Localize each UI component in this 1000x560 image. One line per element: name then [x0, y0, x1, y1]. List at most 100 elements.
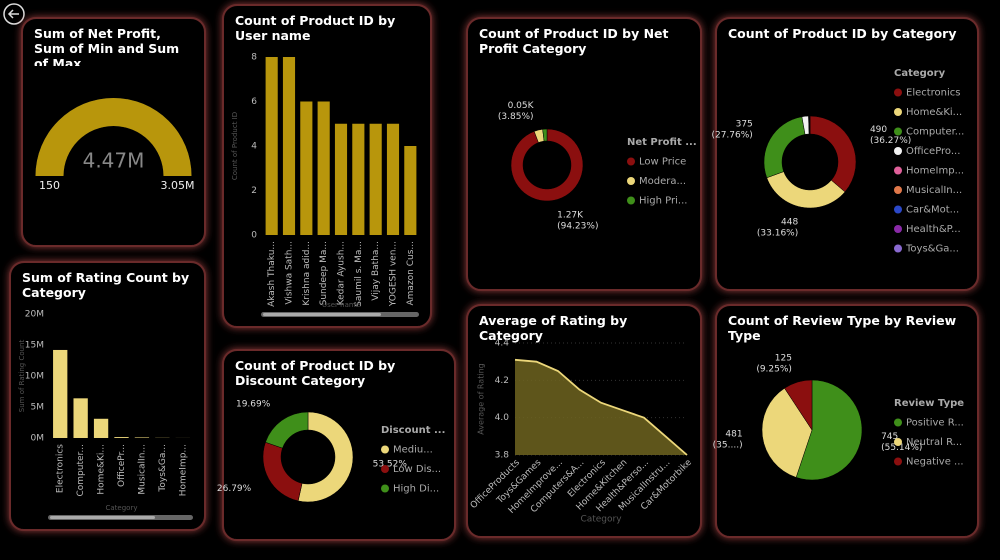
title-box: Count of Product ID by Discount Category	[235, 358, 396, 388]
bar	[352, 123, 365, 235]
x-axis-title: Category	[106, 504, 138, 512]
back-arrow[interactable]	[7, 9, 19, 19]
legend-label: Health&P...	[906, 224, 961, 235]
legend-label: Low Dis...	[393, 464, 441, 475]
gauge-label: 4.47M	[83, 149, 145, 173]
legend-label: High Pri...	[639, 196, 687, 207]
legend-label: High Di...	[393, 484, 439, 495]
scrollbar-thumb	[263, 313, 381, 316]
gauge-min: 150	[39, 179, 60, 192]
legend-title: Review Type	[894, 398, 964, 409]
legend-swatch	[627, 196, 635, 205]
legend-swatch	[381, 484, 389, 493]
x-tick-label: Vijay Batha...	[371, 241, 381, 301]
y-tick-label: 10M	[25, 372, 44, 382]
data-label: 53.52%	[373, 460, 408, 470]
x-tick-label: Electronics	[56, 444, 66, 493]
percent-label: (55.14%)	[881, 443, 922, 453]
x-tick-label: Akash Thaku...	[267, 241, 277, 307]
panel-title: Count of Review Type by Review Type	[728, 313, 957, 343]
panel-title: Sum of Rating Count by Category	[22, 270, 190, 300]
y-tick-label: 3.8	[495, 451, 510, 461]
y-tick-label: 5M	[31, 403, 45, 413]
title-box: Sum of Rating Count by Category	[22, 270, 190, 300]
bar	[53, 349, 68, 438]
area-line	[514, 358, 688, 456]
legend-title: Discount ...	[381, 425, 445, 436]
legend-label: Negative ...	[906, 457, 964, 468]
x-axis-title: User name	[322, 301, 360, 309]
gauge-max: 3.05M	[161, 179, 195, 192]
title-box: Count of Review Type by Review Type	[728, 313, 957, 343]
panel-title: Count of Product ID by Category	[728, 26, 957, 41]
y-tick-label: 2	[251, 186, 257, 196]
y-axis-title: Average of Rating	[477, 363, 486, 434]
percent-label: (9.25%)	[756, 364, 792, 374]
legend-swatch	[627, 177, 635, 185]
panel: Count of Product ID by Net Profit Catego…	[466, 17, 702, 291]
legend-swatch	[894, 438, 902, 446]
panel-frame	[9, 261, 206, 531]
y-tick-label: 0	[251, 231, 257, 241]
y-tick-label: 4	[251, 142, 257, 152]
data-label: 745	[881, 432, 898, 442]
x-tick-label: Amazon Cus...	[406, 241, 416, 306]
x-tick-label: Sundeep Ma...	[319, 241, 329, 305]
title-box: Sum of Net Profit, Sum of Min and Sum of…	[34, 26, 180, 66]
title-box: Average of Rating by Category	[479, 313, 627, 343]
bar	[114, 437, 129, 438]
panel-title: Count of Product ID by User name	[235, 13, 396, 43]
back-circle[interactable]	[3, 3, 25, 25]
legend-label: Neutral R...	[906, 437, 962, 448]
bar	[265, 57, 278, 235]
panel-title: Count of Product ID by Net Profit Catego…	[479, 26, 669, 56]
legend-swatch	[894, 205, 902, 214]
title-box: Count of Product ID by Net Profit Catego…	[479, 26, 669, 56]
legend-swatch	[894, 108, 902, 116]
y-axis-title: Count of Product ID	[231, 112, 239, 180]
bar	[334, 123, 348, 235]
legend-label: Mediu...	[393, 445, 433, 456]
legend-swatch	[894, 186, 902, 194]
legend-swatch	[627, 157, 635, 166]
title-box: Count of Product ID by Category	[728, 26, 957, 41]
y-tick-label: 20M	[25, 310, 44, 320]
y-axis-title: Sum of Rating Count	[18, 340, 26, 413]
area-fill	[515, 359, 687, 455]
y-tick-label: 4.2	[495, 376, 509, 386]
y-tick-label: 4.0	[495, 413, 510, 423]
back-button[interactable]	[3, 3, 25, 25]
percent-label: (35....)	[713, 441, 743, 451]
legend-label: Home&Ki...	[906, 107, 962, 118]
x-tick-label: Computer...	[76, 444, 86, 497]
x-tick-label: Vishwa Sath...	[285, 241, 295, 305]
panel: Count of Product ID by Discount Category…	[217, 349, 456, 541]
bar	[93, 418, 109, 438]
legend-swatch	[894, 88, 902, 97]
bar	[282, 57, 296, 235]
x-tick-label: Kedar Ayush...	[337, 241, 347, 305]
panel-title: Count of Product ID by Discount Category	[235, 358, 396, 388]
percent-label: (36.27%)	[870, 136, 911, 146]
panel-title: Sum of Net Profit, Sum of Min and Sum of…	[34, 26, 180, 66]
panel: Sum of Net Profit, Sum of Min and Sum of…	[21, 17, 206, 247]
y-tick-label: 4.4	[495, 339, 510, 349]
legend-swatch	[894, 418, 902, 427]
bar	[73, 398, 88, 438]
legend-title: Category	[894, 68, 946, 79]
x-tick-label: MusicalIn...	[137, 444, 147, 495]
bar	[404, 146, 417, 235]
slice	[795, 379, 863, 481]
legend-label: Electronics	[906, 88, 961, 99]
x-tick-label: Saumil s. Ma...	[354, 241, 364, 307]
scrollbar-thumb	[50, 516, 155, 519]
legend-label: Modera...	[639, 176, 686, 187]
slice	[761, 387, 813, 478]
legend-swatch	[381, 445, 389, 454]
bar	[134, 437, 150, 438]
x-tick-label: Krishna adid...	[302, 241, 312, 306]
legend-swatch	[894, 225, 902, 233]
data-label: 481	[725, 430, 742, 440]
